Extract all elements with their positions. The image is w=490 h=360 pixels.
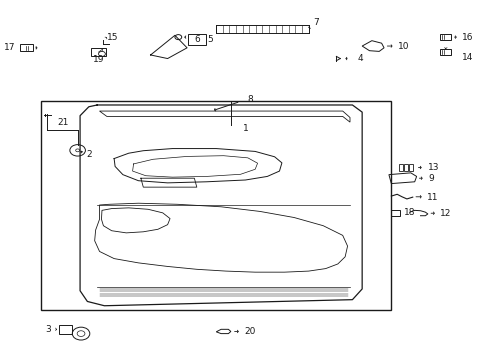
- Bar: [91, 48, 106, 56]
- Text: 16: 16: [463, 33, 474, 42]
- Bar: [399, 164, 403, 171]
- Text: 19: 19: [93, 55, 104, 64]
- Bar: [441, 34, 451, 40]
- Bar: [441, 49, 451, 55]
- Bar: [391, 210, 400, 216]
- Text: 3: 3: [45, 325, 51, 334]
- Bar: [409, 164, 413, 171]
- Text: 21: 21: [57, 118, 69, 127]
- Text: 9: 9: [428, 174, 434, 183]
- Text: 8: 8: [248, 95, 254, 104]
- Text: 11: 11: [427, 193, 439, 202]
- Bar: [404, 164, 408, 171]
- Text: 14: 14: [463, 53, 474, 62]
- Text: 5: 5: [207, 35, 213, 44]
- Text: 13: 13: [428, 163, 440, 172]
- Text: 17: 17: [4, 43, 16, 52]
- Text: 1: 1: [243, 124, 248, 133]
- Bar: [188, 34, 206, 45]
- Text: 18: 18: [403, 208, 415, 217]
- Bar: [41, 102, 392, 310]
- Bar: [21, 44, 33, 51]
- Bar: [59, 325, 72, 334]
- Text: 10: 10: [398, 41, 410, 50]
- Text: 12: 12: [440, 209, 451, 218]
- Text: 7: 7: [314, 18, 319, 27]
- Text: 15: 15: [107, 33, 118, 42]
- Text: 20: 20: [245, 327, 256, 336]
- Text: 6: 6: [194, 35, 199, 44]
- Text: 4: 4: [357, 54, 363, 63]
- Text: 2: 2: [86, 150, 92, 159]
